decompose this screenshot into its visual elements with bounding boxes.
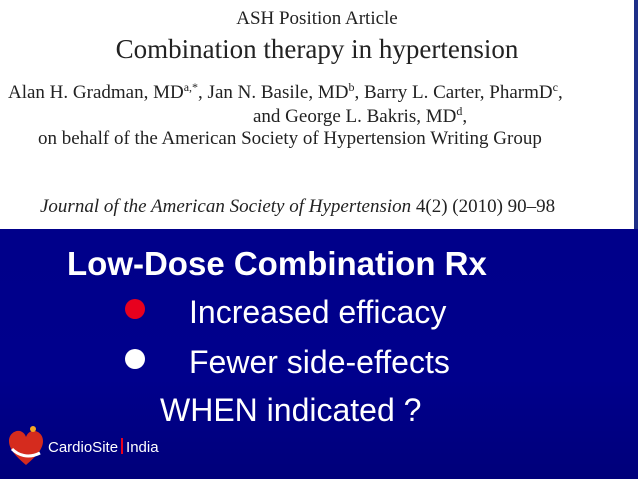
bullet-item-efficacy: Increased efficacy xyxy=(125,294,446,331)
journal-name: Journal of the American Society of Hyper… xyxy=(40,196,412,217)
author-line-2: and George L. Bakris, MDd, xyxy=(253,104,467,128)
author-line-comma: , xyxy=(557,82,563,103)
article-title: Combination therapy in hypertension xyxy=(115,34,519,64)
author-carter: , Barry L. Carter, PharmD xyxy=(354,82,553,103)
author-bakris: and George L. Bakris, MD xyxy=(253,106,457,127)
author-basile-affil: b xyxy=(348,80,355,94)
white-bullet-icon xyxy=(125,349,145,369)
author-carter-affil: c xyxy=(552,80,558,94)
author-basile: , Jan N. Basile, MD xyxy=(198,82,349,103)
author-line2-comma: , xyxy=(462,106,468,127)
slide-headline: Low-Dose Combination Rx xyxy=(67,245,487,282)
position-article-label: ASH Position Article xyxy=(236,8,398,29)
cardiosite-logo: CardioSite India xyxy=(6,423,166,473)
writing-group-line: on behalf of the American Society of Hyp… xyxy=(38,128,542,149)
author-line-1: Alan H. Gradman, MDa,*, Jan N. Basile, M… xyxy=(8,80,563,104)
heart-logo-icon xyxy=(9,426,43,465)
red-bullet-icon xyxy=(125,299,145,319)
article-header-image: ASH Position Article Combination therapy… xyxy=(0,0,638,229)
journal-volume: 4(2) (2010) 90–98 xyxy=(411,196,556,217)
author-gradman: Alan H. Gradman, MD xyxy=(8,82,184,103)
logo-separator xyxy=(121,438,124,454)
bullet-text-efficacy: Increased efficacy xyxy=(189,294,447,330)
logo-wordmark: CardioSite India xyxy=(48,438,159,456)
slide-content-panel: Low-Dose Combination Rx Increased effica… xyxy=(0,229,638,479)
author-bakris-affil: d xyxy=(456,104,463,118)
journal-citation: Journal of the American Society of Hyper… xyxy=(40,196,555,218)
logo-region: India xyxy=(126,439,159,456)
logo-name: CardioSite xyxy=(48,439,119,456)
slide-question: WHEN indicated ? xyxy=(160,392,422,428)
author-gradman-affil: a,* xyxy=(183,80,199,94)
bullet-text-side-effects: Fewer side-effects xyxy=(189,344,450,380)
bullet-item-side-effects: Fewer side-effects xyxy=(125,344,450,381)
